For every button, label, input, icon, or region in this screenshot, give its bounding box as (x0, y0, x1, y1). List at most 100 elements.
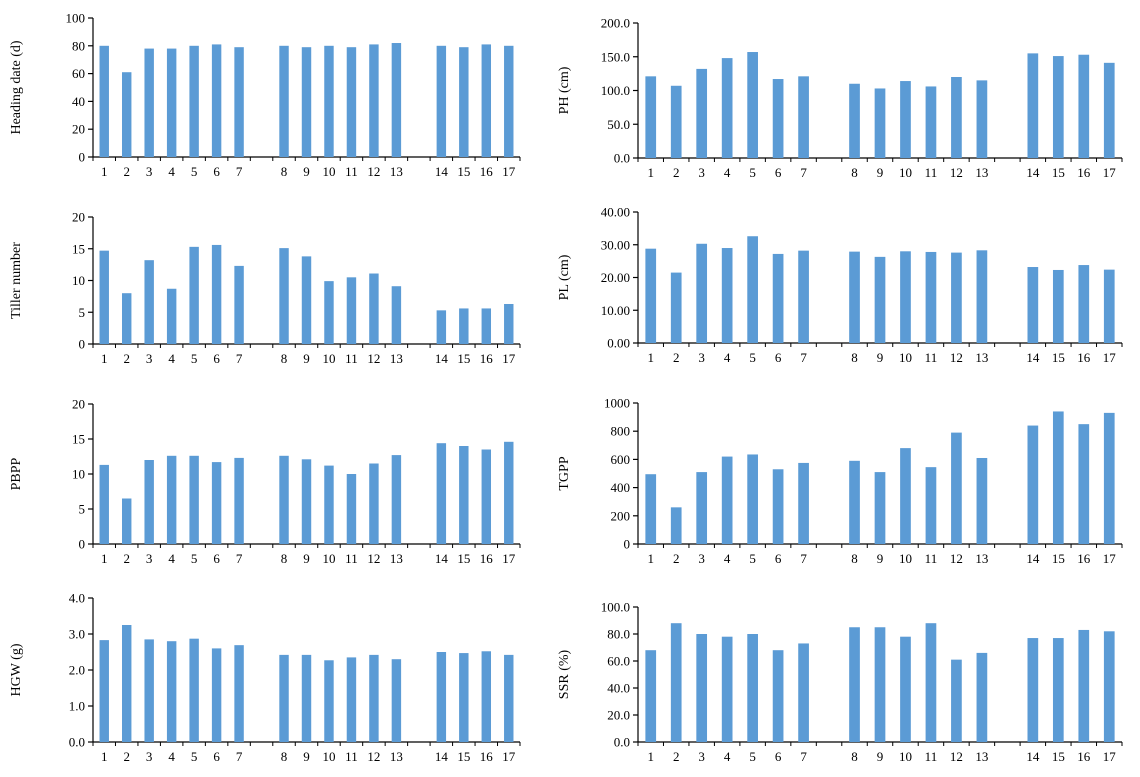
x-tick-label: 13 (390, 351, 403, 366)
x-tick-label: 1 (647, 350, 654, 365)
bar-13 (976, 457, 988, 544)
x-tick-label: 5 (749, 350, 756, 365)
bar-5 (747, 454, 758, 544)
bar-8 (849, 627, 860, 742)
bar-9 (301, 459, 312, 544)
y-tick-label: 15 (72, 241, 85, 256)
x-tick-label: 8 (281, 164, 288, 179)
x-tick-label: 16 (480, 749, 494, 764)
bar-12 (951, 659, 962, 742)
x-tick-label: 14 (435, 749, 449, 764)
x-tick-label: 7 (236, 164, 243, 179)
y-axis-title: PH (cm) (557, 66, 572, 114)
x-tick-label: 2 (123, 164, 130, 179)
y-tick-label: 0 (624, 537, 631, 552)
bar-2 (121, 293, 132, 344)
x-tick-label: 15 (457, 351, 470, 366)
x-tick-label: 15 (1052, 165, 1065, 180)
x-tick-label: 6 (213, 551, 220, 566)
x-tick-label: 3 (698, 551, 705, 566)
bar-9 (301, 256, 312, 344)
x-tick-label: 12 (367, 351, 380, 366)
bar-11 (346, 277, 357, 344)
x-tick-label: 15 (457, 164, 470, 179)
x-tick-label: 4 (724, 350, 731, 365)
x-tick-label: 13 (390, 749, 403, 764)
bar-6 (211, 44, 222, 157)
bar-15 (1052, 56, 1064, 159)
bar-11 (925, 623, 937, 742)
bar-3 (696, 634, 708, 742)
x-tick-label: 11 (925, 165, 938, 180)
bar-6 (772, 469, 784, 544)
bar-16 (481, 651, 492, 742)
bar-3 (144, 260, 154, 344)
y-tick-label: 10 (72, 467, 85, 482)
y-tick-label: 60 (72, 66, 85, 81)
x-tick-label: 1 (101, 749, 108, 764)
x-tick-label: 17 (502, 749, 516, 764)
x-tick-label: 10 (899, 551, 912, 566)
bar-1 (99, 640, 109, 742)
bar-11 (925, 86, 937, 158)
bar-10 (900, 251, 911, 343)
y-tick-label: 40.0 (607, 681, 630, 696)
bar-9 (301, 47, 312, 157)
bar-17 (1103, 631, 1115, 742)
x-tick-label: 11 (925, 350, 938, 365)
bar-1 (99, 464, 109, 544)
bar-4 (166, 455, 177, 544)
y-tick-label: 15 (72, 432, 85, 447)
bar-2 (121, 625, 132, 742)
x-tick-label: 10 (322, 551, 335, 566)
bar-11 (346, 474, 357, 544)
x-tick-label: 16 (480, 351, 494, 366)
bar-13 (391, 455, 402, 544)
bar-14 (1027, 53, 1039, 158)
bar-7 (234, 645, 244, 742)
x-tick-label: 4 (168, 749, 175, 764)
bar-8 (279, 45, 289, 157)
bar-5 (747, 634, 758, 742)
x-tick-label: 1 (101, 164, 108, 179)
x-tick-label: 9 (877, 165, 884, 180)
bar-6 (211, 244, 222, 344)
bar-2 (670, 507, 682, 544)
x-tick-label: 1 (647, 749, 654, 764)
y-tick-label: 0 (79, 150, 86, 165)
bar-16 (1078, 629, 1090, 742)
bar-15 (1052, 269, 1064, 343)
x-tick-label: 16 (1077, 551, 1091, 566)
bar-2 (670, 272, 682, 343)
x-tick-label: 10 (899, 350, 912, 365)
bar-17 (1103, 62, 1115, 159)
x-tick-label: 17 (1103, 165, 1117, 180)
y-tick-label: 20 (72, 397, 85, 412)
bar-7 (798, 643, 809, 742)
x-tick-label: 14 (435, 551, 449, 566)
x-tick-label: 3 (146, 164, 153, 179)
x-tick-label: 17 (502, 351, 516, 366)
bar-15 (1052, 638, 1064, 742)
x-tick-label: 12 (950, 165, 963, 180)
x-tick-label: 7 (800, 551, 807, 566)
x-tick-label: 16 (480, 551, 494, 566)
bar-14 (1027, 425, 1039, 544)
y-tick-label: 1000 (604, 396, 630, 411)
x-tick-label: 7 (236, 351, 243, 366)
y-tick-label: 40 (72, 94, 85, 109)
bar-15 (1052, 411, 1064, 544)
bar-9 (874, 627, 886, 742)
y-tick-label: 80 (72, 38, 85, 53)
x-tick-label: 9 (877, 551, 884, 566)
y-axis-title: PL (cm) (557, 254, 572, 300)
bar-16 (1078, 265, 1090, 343)
x-tick-label: 13 (975, 749, 988, 764)
bar-16 (1078, 54, 1090, 158)
x-tick-label: 12 (950, 749, 963, 764)
bar-12 (951, 77, 962, 158)
y-tick-label: 60.0 (607, 654, 630, 669)
x-tick-label: 14 (1026, 165, 1040, 180)
